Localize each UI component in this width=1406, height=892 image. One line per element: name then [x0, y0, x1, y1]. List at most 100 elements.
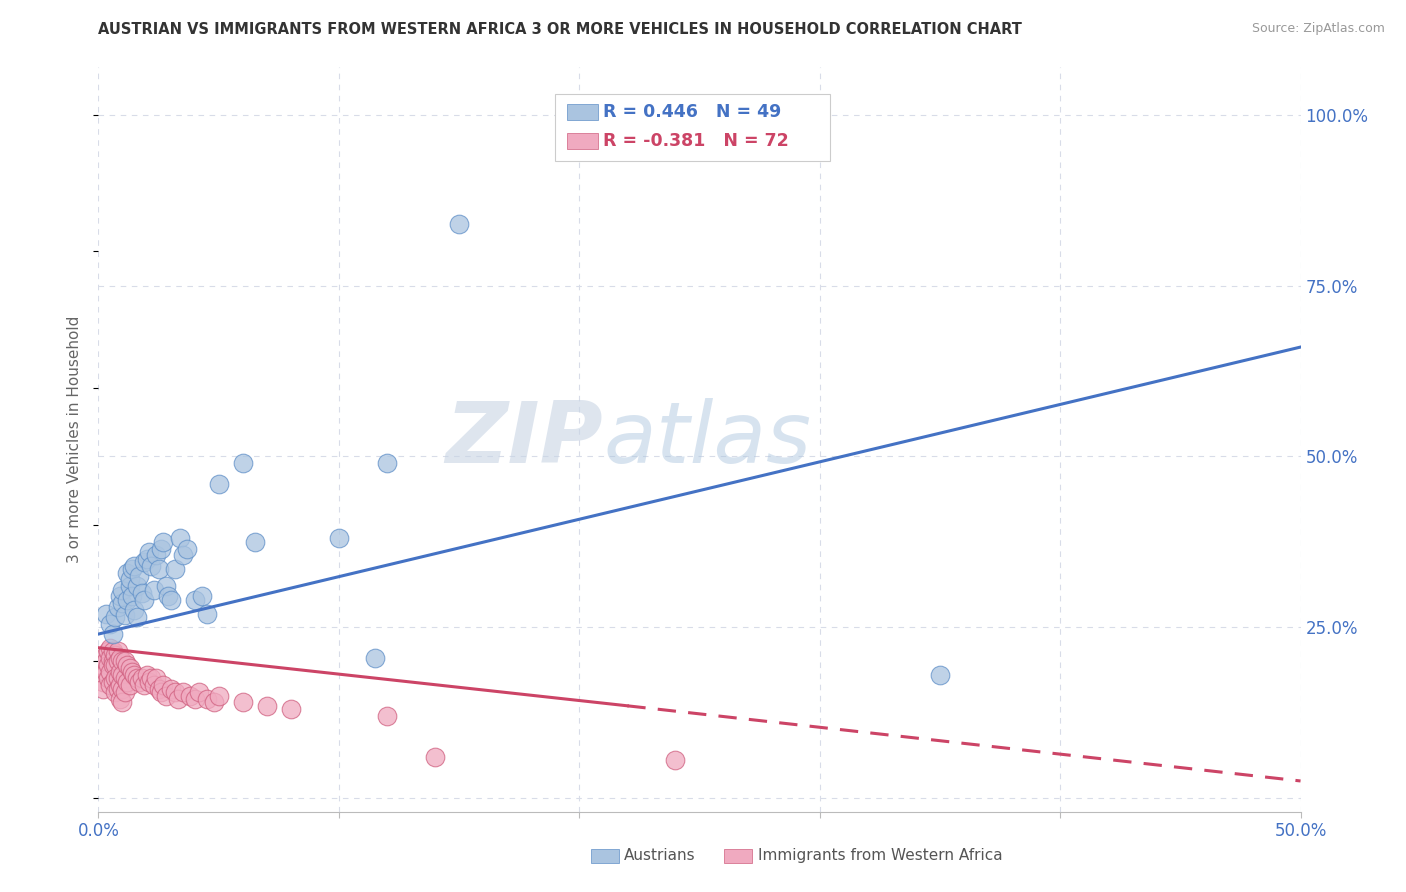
Point: [104, 610, 127, 624]
Point: [165, 685, 187, 699]
Point: [114, 685, 136, 699]
Point: [104, 657, 127, 672]
Point: [148, 681, 170, 696]
Point: [179, 689, 201, 703]
Point: [97, 672, 120, 686]
Point: [132, 555, 155, 569]
Point: [145, 672, 167, 686]
Text: R = -0.381   N = 72: R = -0.381 N = 72: [603, 132, 789, 150]
Point: [108, 692, 131, 706]
Point: [125, 672, 148, 686]
Point: [169, 532, 191, 546]
Point: [232, 695, 254, 709]
Text: Immigrants from Western Africa: Immigrants from Western Africa: [758, 848, 1002, 863]
Point: [125, 610, 148, 624]
Point: [195, 692, 218, 706]
Point: [131, 672, 153, 686]
Point: [172, 549, 194, 563]
Point: [104, 672, 127, 686]
Point: [232, 456, 254, 470]
Point: [124, 668, 146, 682]
Point: [159, 681, 181, 696]
Point: [152, 534, 174, 549]
Point: [107, 672, 129, 686]
Point: [138, 545, 160, 559]
Point: [142, 678, 165, 692]
Point: [375, 709, 398, 723]
Point: [191, 590, 214, 604]
Point: [111, 668, 134, 682]
Point: [149, 685, 172, 699]
Point: [141, 672, 163, 686]
Point: [135, 552, 157, 566]
Point: [159, 593, 181, 607]
Point: [94, 654, 117, 668]
Point: [117, 593, 139, 607]
Point: [101, 627, 124, 641]
Point: [202, 695, 225, 709]
Point: [94, 648, 117, 662]
Text: Source: ZipAtlas.com: Source: ZipAtlas.com: [1251, 22, 1385, 36]
Point: [280, 702, 302, 716]
Point: [125, 579, 148, 593]
Point: [166, 692, 188, 706]
Point: [118, 579, 141, 593]
Point: [117, 566, 139, 580]
Point: [124, 558, 146, 573]
Point: [138, 674, 160, 689]
Point: [107, 654, 129, 668]
Point: [90, 657, 112, 672]
Point: [155, 689, 177, 703]
Point: [155, 579, 177, 593]
Point: [375, 456, 398, 470]
Point: [101, 654, 124, 668]
Point: [172, 685, 194, 699]
Text: AUSTRIAN VS IMMIGRANTS FROM WESTERN AFRICA 3 OR MORE VEHICLES IN HOUSEHOLD CORRE: AUSTRIAN VS IMMIGRANTS FROM WESTERN AFRI…: [98, 22, 1022, 37]
Point: [132, 593, 155, 607]
Point: [107, 644, 129, 658]
Y-axis label: 3 or more Vehicles in Household: 3 or more Vehicles in Household: [67, 316, 83, 563]
Point: [447, 217, 470, 231]
Point: [118, 661, 141, 675]
Point: [108, 590, 131, 604]
Point: [165, 562, 187, 576]
Point: [114, 607, 136, 622]
Point: [107, 599, 129, 614]
Point: [121, 562, 143, 576]
Point: [101, 657, 124, 672]
Point: [148, 562, 170, 576]
Point: [256, 698, 278, 713]
Point: [128, 674, 150, 689]
Point: [100, 678, 122, 692]
Point: [157, 590, 180, 604]
Point: [128, 569, 150, 583]
Point: [111, 596, 134, 610]
Point: [124, 603, 146, 617]
Point: [176, 541, 198, 556]
Point: [111, 582, 134, 597]
Point: [208, 689, 231, 703]
Point: [100, 640, 122, 655]
Text: R = 0.446   N = 49: R = 0.446 N = 49: [603, 103, 782, 121]
Point: [121, 590, 143, 604]
Point: [100, 651, 122, 665]
Point: [97, 657, 120, 672]
Text: Austrians: Austrians: [624, 848, 696, 863]
Point: [108, 651, 131, 665]
Text: atlas: atlas: [603, 398, 811, 481]
Point: [132, 678, 155, 692]
Point: [145, 549, 167, 563]
Point: [104, 685, 127, 699]
Point: [108, 665, 131, 679]
Point: [91, 681, 114, 696]
Point: [243, 534, 266, 549]
Point: [117, 657, 139, 672]
Point: [94, 665, 117, 679]
Point: [111, 681, 134, 696]
Point: [118, 573, 141, 587]
Point: [114, 672, 136, 686]
Point: [183, 593, 205, 607]
Point: [108, 678, 131, 692]
Text: ZIP: ZIP: [446, 398, 603, 481]
Point: [100, 665, 122, 679]
